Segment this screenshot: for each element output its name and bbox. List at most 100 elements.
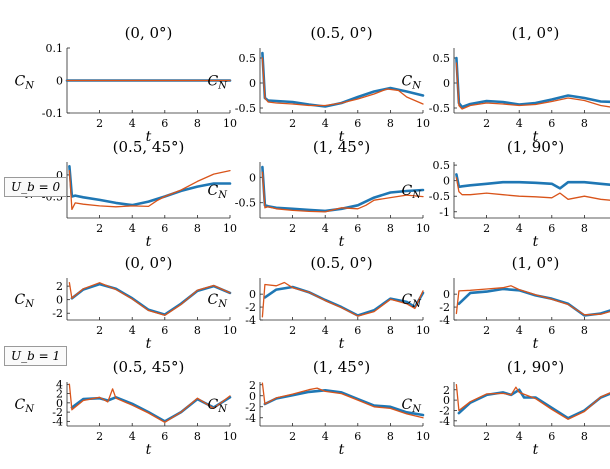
y-tick-label: -4: [52, 415, 63, 428]
panel-title: (0.5, 45°): [113, 358, 185, 376]
x-tick-label: 2: [483, 117, 490, 130]
y-tick-label: -0.5: [429, 102, 450, 115]
x-axis-label: t: [146, 336, 152, 352]
x-axis-label: t: [533, 442, 539, 458]
y-tick-label: 0: [56, 75, 63, 88]
y-tick-label: -2: [245, 301, 256, 314]
x-tick-label: 6: [548, 430, 555, 443]
y-tick-label: 0: [249, 77, 256, 90]
y-tick-label: 2: [443, 384, 450, 397]
x-tick-label: 2: [96, 222, 103, 235]
x-tick-label: 8: [387, 430, 394, 443]
panel-title: (0, 0°): [125, 24, 173, 42]
y-tick-label: 0: [443, 288, 450, 301]
y-tick-label: 0.5: [239, 52, 257, 65]
y-axis-label: CN: [402, 397, 423, 415]
x-tick-label: 10: [223, 117, 237, 130]
series-line-blue: [70, 395, 232, 423]
x-tick-label: 6: [161, 430, 168, 443]
panel-title: (1, 90°): [507, 358, 564, 376]
series-line-orange: [68, 282, 231, 316]
series-line-blue: [68, 165, 232, 207]
y-axis-label: CN: [208, 292, 229, 310]
y-tick-label: 0: [56, 169, 63, 182]
panel-title: (1, 0°): [512, 24, 560, 42]
x-tick-label: 4: [516, 430, 523, 443]
y-axis-label: CN: [15, 74, 36, 92]
y-tick-label: -4: [439, 415, 450, 428]
group-label-ub1: U_b = 1: [4, 346, 68, 366]
y-tick-label: 2: [56, 388, 63, 401]
x-tick-label: 6: [548, 117, 555, 130]
x-tick-label: 10: [223, 430, 237, 443]
x-tick-label: 10: [416, 324, 430, 337]
y-tick-label: 0: [56, 294, 63, 307]
x-tick-label: 2: [483, 222, 490, 235]
x-axis-label: t: [339, 129, 345, 145]
x-tick-label: 4: [516, 324, 523, 337]
x-tick-label: 2: [96, 324, 103, 337]
series-line-orange: [261, 57, 424, 107]
x-axis-label: t: [146, 442, 152, 458]
panel-title: (0.5, 45°): [113, 138, 185, 156]
y-tick-label: -2: [439, 404, 450, 417]
x-tick-label: 2: [96, 117, 103, 130]
panel-2: (0.5, 0°) CN t 0.5 0 -0.5 2 4 6 8 10: [208, 24, 430, 145]
x-tick-label: 2: [483, 430, 490, 443]
x-tick-label: 8: [387, 324, 394, 337]
series-line-orange: [261, 171, 424, 213]
x-tick-label: 2: [96, 430, 103, 443]
series-line-orange: [455, 62, 610, 110]
y-tick-label: -0.5: [235, 102, 256, 115]
x-tick-label: 8: [194, 222, 201, 235]
y-axis-label: CN: [402, 74, 423, 92]
panel-9: (1, 0°) CN t 0-2-4 2 4 6 8 10: [402, 254, 610, 352]
x-tick-label: 2: [289, 117, 296, 130]
x-tick-label: 8: [581, 324, 588, 337]
x-tick-label: 6: [354, 117, 361, 130]
x-tick-label: 10: [223, 324, 237, 337]
series-line-blue: [455, 173, 610, 190]
x-tick-label: 8: [387, 222, 394, 235]
y-tick-label: -0.5: [429, 190, 450, 203]
x-tick-label: 4: [322, 222, 329, 235]
x-axis-label: t: [533, 234, 539, 250]
x-tick-label: 4: [129, 222, 136, 235]
x-tick-label: 10: [416, 430, 430, 443]
x-tick-label: 8: [194, 117, 201, 130]
series-line-orange: [261, 281, 424, 318]
series-line-blue: [70, 282, 232, 316]
x-tick-label: 6: [161, 222, 168, 235]
x-tick-label: 8: [387, 117, 394, 130]
panel-3: (1, 0°) CN t 0.5 0 -0.5 2 4 6 8 10: [402, 24, 610, 145]
panel-6: (1, 90°) CN t 0.5 0 -0.5 -1 2 4 6 8 10: [402, 138, 610, 250]
x-axis-label: t: [339, 336, 345, 352]
y-tick-label: -2: [439, 301, 450, 314]
x-axis-label: t: [146, 234, 152, 250]
y-tick-label: 0.5: [433, 159, 451, 172]
y-tick-label: -4: [439, 314, 450, 327]
x-axis-label: t: [146, 129, 152, 145]
x-tick-label: 6: [354, 430, 361, 443]
panel-title: (1, 45°): [313, 138, 370, 156]
x-tick-label: 2: [483, 324, 490, 337]
x-tick-label: 2: [289, 222, 296, 235]
x-tick-label: 6: [548, 324, 555, 337]
y-axis-label: CN: [15, 397, 36, 415]
x-tick-label: 4: [129, 324, 136, 337]
series-line-blue: [457, 287, 610, 317]
series-line-blue: [457, 388, 610, 420]
x-tick-label: 6: [354, 222, 361, 235]
x-tick-label: 6: [161, 324, 168, 337]
y-axis-label: CN: [15, 292, 36, 310]
y-tick-label: -2: [245, 401, 256, 414]
x-tick-label: 8: [194, 324, 201, 337]
y-tick-label: 0: [443, 394, 450, 407]
x-tick-label: 2: [289, 430, 296, 443]
series-line-blue: [261, 51, 425, 108]
panel-8: (0.5, 0°) CN t 0-2-4 2 4 6 8 10: [208, 254, 430, 352]
x-tick-label: 10: [223, 222, 237, 235]
x-tick-label: 8: [581, 117, 588, 130]
